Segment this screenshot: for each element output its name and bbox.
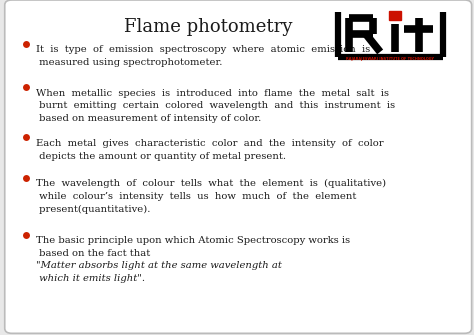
Text: "Matter absorbs light at the same wavelength at
 which it emits light".: "Matter absorbs light at the same wavele…	[36, 261, 282, 283]
Text: Each  metal  gives  characteristic  color  and  the  intensity  of  color
 depic: Each metal gives characteristic color an…	[36, 139, 383, 160]
Text: The basic principle upon which Atomic Spectroscopy works is
 based on the fact t: The basic principle upon which Atomic Sp…	[36, 236, 350, 258]
Text: RAJARAJESWARI INSTITUTE OF TECHNOLOGY: RAJARAJESWARI INSTITUTE OF TECHNOLOGY	[346, 57, 434, 61]
Text: When  metallic  species  is  introduced  into  flame  the  metal  salt  is
 burn: When metallic species is introduced into…	[36, 89, 395, 123]
Bar	[389, 11, 401, 20]
Text: It  is  type  of  emission  spectroscopy  where  atomic  emission  is
 measured : It is type of emission spectroscopy wher…	[36, 45, 370, 67]
FancyBboxPatch shape	[5, 0, 472, 333]
Text: The  wavelength  of  colour  tells  what  the  element  is  (qualitative)
 while: The wavelength of colour tells what the …	[36, 179, 386, 213]
Text: Flame photometry: Flame photometry	[124, 18, 293, 37]
